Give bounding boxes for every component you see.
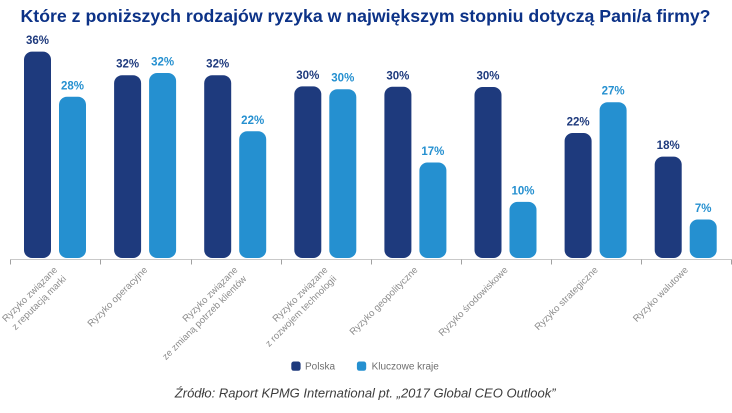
svg-text:Kluczowe kraje: Kluczowe kraje (372, 362, 440, 373)
svg-text:27%: 27% (602, 86, 625, 98)
svg-text:32%: 32% (206, 59, 229, 71)
svg-text:Źródło: Raport KPMG Internatio: Źródło: Raport KPMG International pt. „2… (174, 386, 556, 401)
svg-text:28%: 28% (61, 80, 84, 92)
svg-text:22%: 22% (241, 115, 264, 127)
svg-text:32%: 32% (116, 59, 139, 71)
svg-text:30%: 30% (386, 70, 409, 82)
svg-text:7%: 7% (695, 203, 712, 215)
svg-text:32%: 32% (151, 57, 174, 69)
svg-text:17%: 17% (421, 146, 444, 158)
svg-text:30%: 30% (296, 70, 319, 82)
svg-text:30%: 30% (331, 73, 354, 85)
svg-text:22%: 22% (567, 117, 590, 129)
svg-text:36%: 36% (26, 35, 49, 47)
svg-text:Polska: Polska (305, 362, 335, 373)
svg-text:30%: 30% (476, 71, 499, 83)
svg-text:18%: 18% (657, 140, 680, 152)
svg-text:10%: 10% (511, 185, 534, 197)
svg-text:Które z poniższych rodzajów ry: Które z poniższych rodzajów ryzyka w naj… (21, 6, 711, 26)
